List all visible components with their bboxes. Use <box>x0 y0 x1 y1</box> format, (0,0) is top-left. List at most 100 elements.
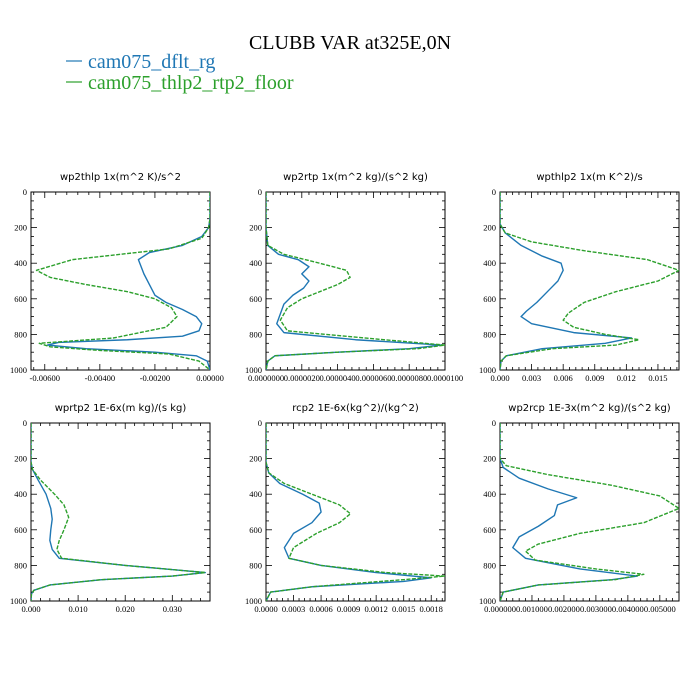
y-tick-label: 600 <box>483 294 496 304</box>
x-tick-label: 0.010 <box>69 604 88 614</box>
y-tick-label: 0 <box>23 418 27 428</box>
x-tick-label: 0.0015 <box>392 604 415 614</box>
figure-title: CLUBB VAR at325E,0N <box>249 32 451 54</box>
x-tick-label: 0.003000 <box>580 604 612 614</box>
series-line-dflt <box>500 423 639 601</box>
panel-6: wp2rcp 1E-3x(m^2 kg)/(s^2 kg) 0 200 400 600 8… <box>479 403 680 614</box>
series-line-floor <box>500 423 679 601</box>
y-tick-label: 800 <box>483 560 496 570</box>
x-tick-label: -0.00600 <box>30 373 60 383</box>
panel-frame <box>30 191 211 371</box>
x-tick-label: 0.0003 <box>282 604 305 614</box>
y-tick-label: 1000 <box>479 596 496 606</box>
x-tick-label: 0.000 <box>490 373 509 383</box>
y-tick-label: 800 <box>249 329 262 339</box>
series-line-floor <box>31 423 206 601</box>
y-tick-label: 600 <box>483 525 496 535</box>
x-tick-label: 0.0000100 <box>427 373 463 383</box>
y-tick-label: 1000 <box>10 365 27 375</box>
x-tick-label: 0.006 <box>554 373 573 383</box>
x-tick-label: 0.000 <box>21 604 40 614</box>
panel-title: wp2rtp 1x(m^2 kg)/(s^2 kg) <box>283 172 428 183</box>
y-tick-label: 600 <box>14 525 27 535</box>
y-tick-label: 0 <box>23 187 27 197</box>
y-tick-label: 400 <box>14 258 27 268</box>
x-tick-label: 0.00000 <box>196 373 224 383</box>
panel-4: wprtp2 1E-6x(m kg)/(s kg) 0 200 400 600 800 10… <box>10 403 211 614</box>
series-line-dflt <box>266 423 432 601</box>
y-tick-label: 400 <box>14 489 27 499</box>
x-tick-label: 0.0000080 <box>391 373 427 383</box>
y-tick-label: 0 <box>492 418 496 428</box>
x-tick-label: 0.009 <box>585 373 604 383</box>
x-tick-label: 0.0009 <box>337 604 360 614</box>
x-tick-label: 0.0012 <box>364 604 387 614</box>
x-tick-label: 0.030 <box>163 604 182 614</box>
x-tick-label: 0.005000 <box>644 604 676 614</box>
legend-label-floor: cam075_thlp2_rtp2_floor <box>88 72 294 94</box>
series-line-floor <box>266 423 445 601</box>
series-line-floor <box>500 192 679 370</box>
panel-frame <box>265 422 446 602</box>
y-tick-label: 0 <box>492 187 496 197</box>
panel-2: wp2rtp 1x(m^2 kg)/(s^2 kg) 0 200 400 600 800 1… <box>245 172 463 383</box>
panel-title: wp2rcp 1E-3x(m^2 kg)/(s^2 kg) <box>508 403 671 414</box>
y-tick-label: 800 <box>483 329 496 339</box>
x-tick-label: 0.0000060 <box>355 373 391 383</box>
y-tick-label: 400 <box>249 489 262 499</box>
y-tick-label: 800 <box>14 329 27 339</box>
x-tick-label: 0.012 <box>617 373 636 383</box>
y-tick-label: 600 <box>249 525 262 535</box>
y-tick-label: 0 <box>258 418 262 428</box>
x-tick-label: 0.001000 <box>516 604 548 614</box>
y-tick-label: 600 <box>14 294 27 304</box>
x-tick-label: 0.0018 <box>420 604 443 614</box>
panel-3: wpthlp2 1x(m K^2)/s020040060080010000.00… <box>479 172 680 383</box>
y-tick-label: 200 <box>14 454 27 464</box>
y-tick-label: 800 <box>14 560 27 570</box>
panel-5: rcp2 1E-6x(kg^2)/(kg^2) 0 200 400 600 800 1000… <box>245 403 446 614</box>
x-tick-label: 0.015 <box>648 373 667 383</box>
panel-title: rcp2 1E-6x(kg^2)/(kg^2) <box>292 403 419 414</box>
y-tick-label: 0 <box>258 187 262 197</box>
x-tick-label: 0.0000020 <box>284 373 320 383</box>
panel-title: wprtp2 1E-6x(m kg)/(s kg) <box>55 403 187 414</box>
legend: cam075_dflt_rg cam075_thlp2_rtp2_floor <box>66 51 294 94</box>
x-tick-label: 0.0000 <box>254 604 277 614</box>
x-tick-label: 0.0000040 <box>320 373 356 383</box>
x-tick-label: 0.004000 <box>612 604 644 614</box>
y-tick-label: 200 <box>14 223 27 233</box>
series-line-dflt <box>266 192 443 370</box>
x-tick-label: -0.00200 <box>140 373 170 383</box>
panel-title: wpthlp2 1x(m K^2)/s <box>536 172 642 183</box>
y-tick-label: 400 <box>249 258 262 268</box>
x-tick-label: 0.0000000 <box>248 373 284 383</box>
x-tick-label: 0.020 <box>116 604 135 614</box>
series-line-floor <box>266 192 445 370</box>
legend-label-dflt: cam075_dflt_rg <box>88 51 215 73</box>
panel-title: wp2thlp 1x(m^2 K)/s^2 <box>60 172 181 183</box>
panel-frame <box>499 191 680 371</box>
y-tick-label: 200 <box>483 223 496 233</box>
y-tick-label: 1000 <box>245 365 262 375</box>
panel-frame <box>499 422 680 602</box>
series-line-floor <box>35 192 210 370</box>
series-line-dflt <box>500 192 633 370</box>
x-tick-label: 0.002000 <box>548 604 580 614</box>
panels-container: wp2thlp 1x(m^2 K)/s^202004006008001000-0… <box>10 172 680 614</box>
x-tick-label: 0.003 <box>522 373 541 383</box>
x-tick-label: -0.00400 <box>85 373 115 383</box>
x-tick-label: 0.000000 <box>484 604 516 614</box>
y-tick-label: 200 <box>483 454 496 464</box>
x-tick-label: 0.0006 <box>309 604 332 614</box>
y-tick-label: 200 <box>249 454 262 464</box>
y-tick-label: 1000 <box>479 365 496 375</box>
series-line-dflt <box>31 423 206 601</box>
y-tick-label: 1000 <box>245 596 262 606</box>
y-tick-label: 200 <box>249 223 262 233</box>
panel-1: wp2thlp 1x(m^2 K)/s^202004006008001000-0… <box>10 172 224 383</box>
y-tick-label: 1000 <box>10 596 27 606</box>
y-tick-label: 400 <box>483 258 496 268</box>
series-line-dflt <box>46 192 210 370</box>
